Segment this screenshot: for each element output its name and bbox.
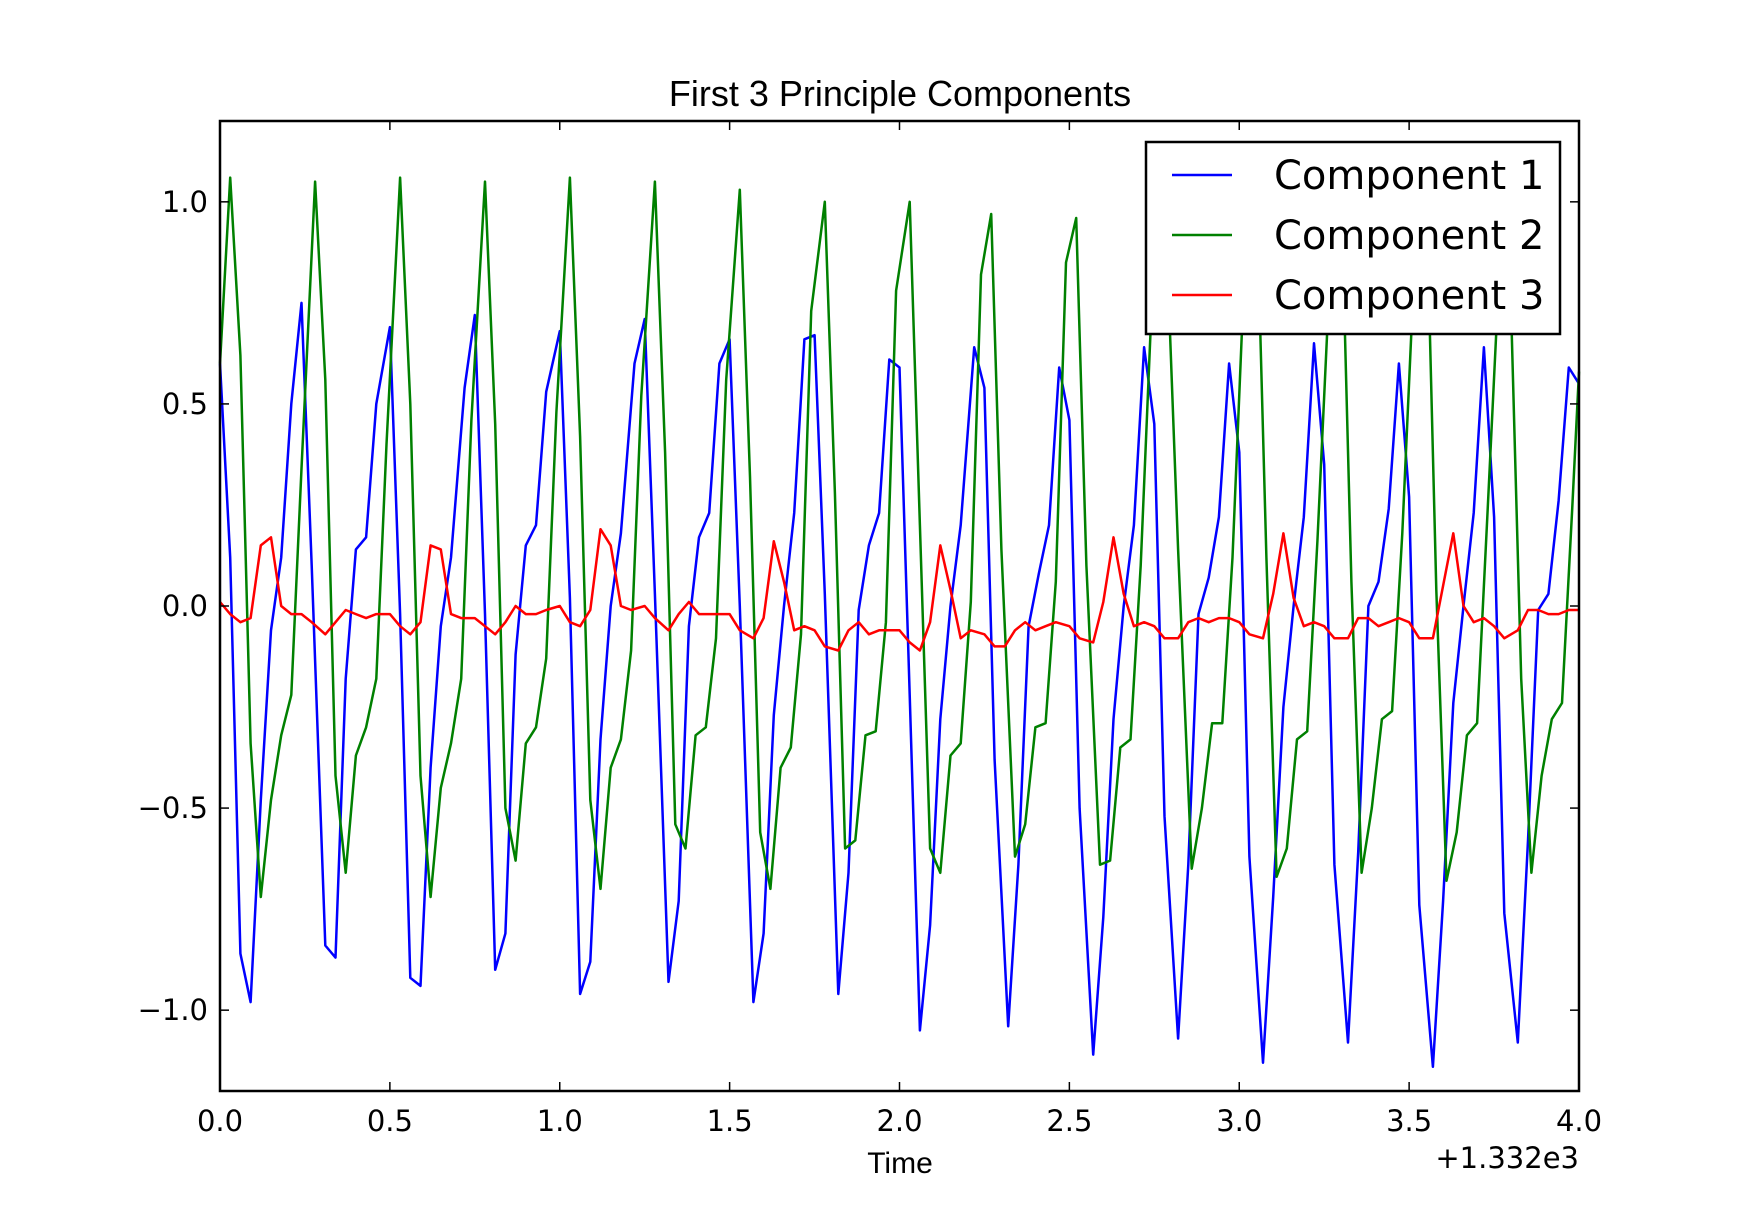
x-tick-label: 4.0: [1556, 1104, 1602, 1138]
y-tick-label: 0.0: [162, 589, 208, 623]
series-line-component-1: [218, 301, 1581, 1069]
y-tick-label: 1.0: [162, 185, 208, 219]
x-tick-label: 3.5: [1386, 1104, 1432, 1138]
y-tick-label: −1.0: [138, 993, 208, 1027]
x-axis-label: Time: [867, 1147, 933, 1180]
tick-layer: 0.0 0.5 1.0 1.5 2.0 2.5 3.0 3.5 4.0 1.0 0.5 0.0 −0.5…: [138, 121, 1602, 1138]
chart-title: First 3 Principle Components: [669, 73, 1131, 114]
y-tick-label: −0.5: [138, 791, 208, 825]
y-tick-label: 0.5: [162, 387, 208, 421]
series-line-component-2: [218, 176, 1581, 899]
x-tick-label: 1.5: [707, 1104, 753, 1138]
x-tick-label: 1.0: [537, 1104, 583, 1138]
x-tick-label: 2.5: [1046, 1104, 1092, 1138]
x-tick-label: 0.5: [367, 1104, 413, 1138]
x-offset-label: +1.332e3: [1435, 1141, 1579, 1175]
series-line-component-3: [219, 527, 1579, 652]
x-tick-label: 0.0: [197, 1104, 243, 1138]
legend-label-component-1: Component 1: [1274, 153, 1544, 199]
legend-label-component-2: Component 2: [1274, 213, 1544, 259]
legend-label-component-3: Component 3: [1274, 273, 1544, 319]
x-tick-label: 2.0: [876, 1104, 922, 1138]
x-tick-label: 3.0: [1216, 1104, 1262, 1138]
series-layer: [218, 176, 1581, 1069]
legend: Component 1 Component 2 Component 3: [1144, 140, 1562, 336]
plot-frame: [218, 119, 1581, 1093]
